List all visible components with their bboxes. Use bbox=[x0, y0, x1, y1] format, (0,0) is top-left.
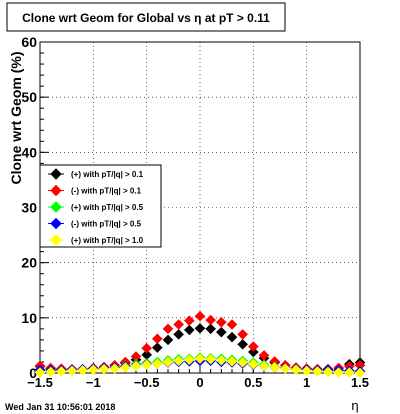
legend-marker bbox=[50, 217, 62, 230]
y-tick-label: 30 bbox=[21, 200, 37, 216]
data-point bbox=[205, 314, 217, 326]
data-point bbox=[87, 364, 99, 376]
chart-title: Clone wrt Geom for Global vs η at pT > 0… bbox=[22, 11, 270, 25]
data-point bbox=[119, 362, 131, 373]
data-point bbox=[45, 366, 57, 378]
data-point bbox=[237, 329, 249, 340]
data-point bbox=[194, 310, 206, 322]
data-point bbox=[343, 367, 355, 378]
data-point bbox=[354, 367, 366, 379]
x-tick-label: 1.5 bbox=[351, 375, 369, 390]
data-point bbox=[226, 319, 238, 330]
data-point bbox=[141, 342, 153, 354]
data-point bbox=[333, 367, 345, 378]
data-point bbox=[279, 363, 291, 374]
legend-marker bbox=[50, 168, 62, 180]
data-point bbox=[98, 363, 110, 375]
data-point bbox=[258, 360, 270, 372]
data-point bbox=[183, 324, 195, 336]
legend-entry: (-) with pT/|q| > 0.5 bbox=[48, 217, 142, 230]
legend: (+) with pT/|q| > 0.1 (-) with pT/|q| > 0… bbox=[39, 164, 162, 248]
legend-label: (-) with pT/|q| > 0.1 bbox=[71, 187, 142, 196]
data-point bbox=[109, 363, 121, 374]
data-point bbox=[130, 360, 142, 372]
series-5 bbox=[34, 353, 366, 379]
data-point bbox=[301, 365, 313, 377]
data-point bbox=[205, 323, 217, 335]
data-point bbox=[226, 356, 238, 367]
legend-marker bbox=[50, 201, 62, 213]
data-point bbox=[162, 334, 174, 346]
legend-label: (+) with pT/|q| > 1.0 bbox=[71, 236, 144, 245]
data-point bbox=[215, 316, 227, 328]
data-point bbox=[183, 354, 195, 366]
y-tick-label: 60 bbox=[21, 34, 37, 50]
data-point bbox=[194, 353, 206, 365]
y-tick-label: 40 bbox=[21, 144, 37, 160]
legend-entry: (+) with pT/|q| > 0.1 bbox=[48, 168, 144, 180]
data-point bbox=[269, 362, 281, 373]
data-point bbox=[215, 354, 227, 366]
data-point bbox=[151, 358, 163, 369]
data-point bbox=[247, 341, 259, 352]
footer-timestamp: Wed Jan 31 10:56:01 2018 bbox=[5, 402, 115, 412]
data-point bbox=[162, 323, 174, 335]
data-point bbox=[55, 365, 67, 377]
data-point bbox=[247, 358, 259, 370]
y-tick-label: 10 bbox=[21, 310, 37, 326]
x-tick-label: −1.5 bbox=[27, 375, 53, 390]
data-point bbox=[34, 367, 46, 378]
series-layer bbox=[34, 310, 366, 379]
legend-marker bbox=[50, 234, 62, 246]
data-point bbox=[66, 365, 78, 377]
data-point bbox=[151, 342, 163, 353]
data-point bbox=[205, 353, 217, 365]
y-tick-label: 50 bbox=[21, 89, 37, 105]
y-tick-label: 0 bbox=[29, 365, 37, 381]
data-point bbox=[215, 326, 227, 338]
y-tick-label: 20 bbox=[21, 255, 37, 271]
data-point bbox=[322, 366, 334, 378]
tick-labels: −1.5 −1 −0.5 0 0.5 1 1.5 0 10 20 30 40 50 60 bbox=[21, 34, 369, 390]
x-tick-label: −1 bbox=[86, 375, 101, 390]
title-box bbox=[6, 2, 286, 32]
data-point bbox=[183, 315, 195, 326]
y-axis-label: Clone wrt Geom (%) bbox=[8, 51, 24, 184]
data-point bbox=[173, 329, 185, 340]
x-tick-label: 1 bbox=[303, 375, 310, 390]
data-point bbox=[311, 365, 323, 377]
legend-marker bbox=[50, 184, 62, 197]
data-point bbox=[226, 331, 238, 343]
legend-label: (+) with pT/|q| > 0.5 bbox=[71, 203, 144, 212]
x-axis-label: η bbox=[351, 398, 358, 413]
data-point bbox=[194, 322, 206, 334]
legend-label: (-) with pT/|q| > 0.5 bbox=[71, 220, 142, 229]
legend-label: (+) with pT/|q| > 0.1 bbox=[71, 170, 144, 179]
legend-entry: (+) with pT/|q| > 1.0 bbox=[48, 234, 144, 246]
data-point bbox=[77, 364, 89, 376]
data-point bbox=[141, 359, 153, 371]
x-tick-label: 0.5 bbox=[244, 375, 262, 390]
data-point bbox=[237, 357, 249, 368]
data-point bbox=[237, 338, 249, 350]
data-point bbox=[173, 319, 185, 330]
legend-entry: (-) with pT/|q| > 0.1 bbox=[48, 184, 142, 197]
data-point bbox=[290, 364, 302, 376]
data-point bbox=[173, 355, 185, 367]
legend-entry: (+) with pT/|q| > 0.5 bbox=[48, 201, 144, 213]
x-tick-label: 0 bbox=[196, 375, 203, 390]
x-tick-label: −0.5 bbox=[134, 375, 160, 390]
data-point bbox=[247, 346, 259, 358]
data-point bbox=[162, 356, 174, 368]
data-point bbox=[151, 333, 163, 345]
